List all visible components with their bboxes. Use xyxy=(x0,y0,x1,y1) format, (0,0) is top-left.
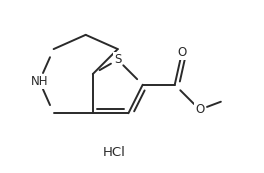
Text: NH: NH xyxy=(31,75,48,88)
Text: O: O xyxy=(177,46,186,59)
Text: S: S xyxy=(114,53,121,66)
Text: O: O xyxy=(195,103,204,116)
Text: HCl: HCl xyxy=(103,146,126,159)
